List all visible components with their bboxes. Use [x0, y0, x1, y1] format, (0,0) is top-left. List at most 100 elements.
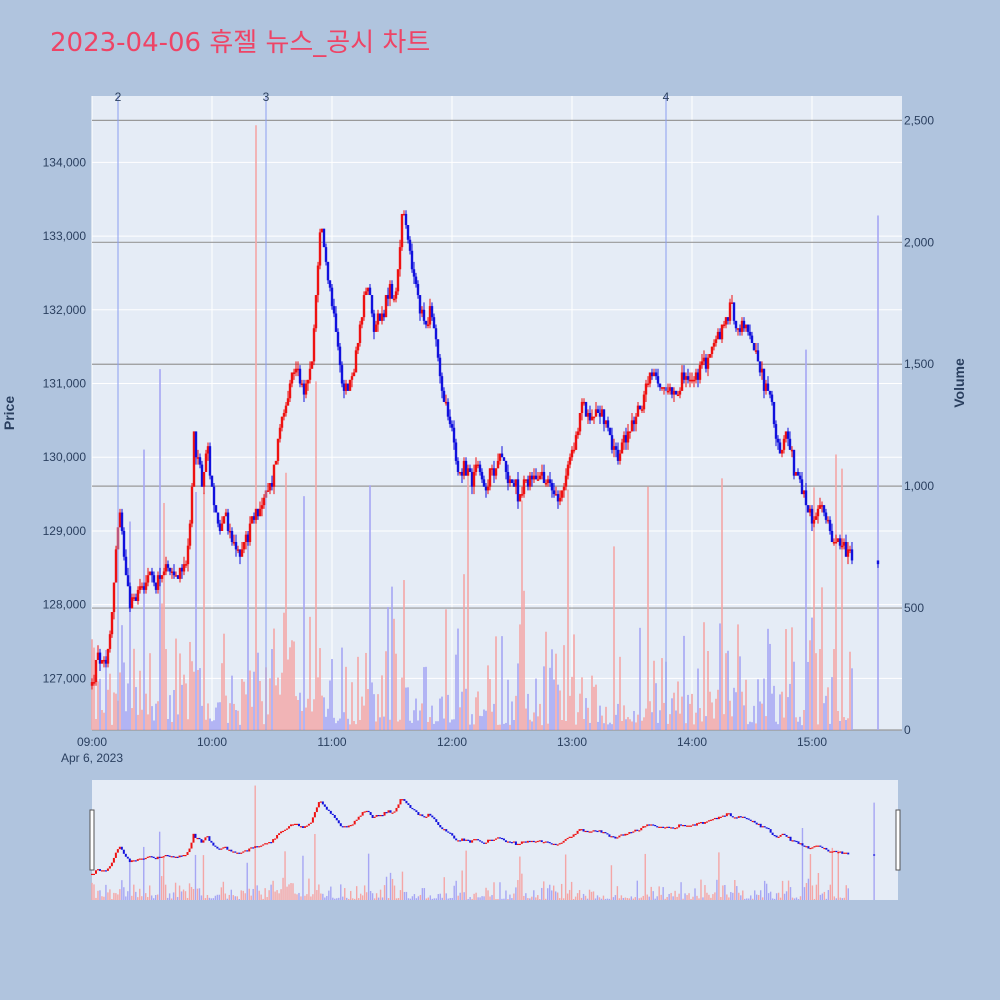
- candle-body: [360, 317, 364, 325]
- range-slider-candle: [783, 833, 786, 836]
- volume-bar: [419, 710, 421, 730]
- range-slider-volume-bar: [429, 895, 432, 900]
- volume-bar: [231, 675, 233, 730]
- range-slider-volume-bar: [143, 846, 145, 900]
- volume-bar: [849, 651, 851, 730]
- range-slider-volume-bar: [395, 898, 398, 900]
- volume-bar: [351, 682, 353, 730]
- volume-bar: [243, 681, 245, 730]
- candle-body: [838, 538, 842, 546]
- range-slider-volume-bar: [763, 880, 766, 900]
- volume-bar: [573, 634, 575, 730]
- candle-body: [576, 431, 580, 436]
- range-slider-volume-bar: [586, 898, 589, 900]
- candle-body: [232, 542, 236, 544]
- candle-body: [284, 405, 288, 413]
- range-slider-volume-bar: [192, 888, 195, 900]
- candle-body: [368, 287, 372, 296]
- candle-body: [604, 420, 608, 425]
- volume-bar: [521, 500, 523, 730]
- range-slider-volume-bar: [190, 886, 193, 900]
- range-slider-candle: [437, 822, 440, 825]
- range-slider-volume-bar: [182, 889, 185, 900]
- candle-body: [438, 357, 442, 377]
- range-slider-candle: [351, 824, 354, 826]
- range-slider-volume-bar: [453, 885, 455, 900]
- volume-bar: [315, 381, 317, 730]
- range-slider-candle: [236, 852, 239, 854]
- range-slider-candle: [379, 815, 382, 817]
- volume-bar: [347, 718, 349, 730]
- candle-body: [806, 505, 810, 513]
- candle-body: [348, 379, 352, 391]
- range-slider-candle: [417, 812, 420, 815]
- range-slider-volume-bar: [817, 873, 820, 900]
- volume-bar: [655, 683, 657, 730]
- range-slider-candle: [540, 840, 543, 843]
- price-tick-label: 131,000: [43, 377, 87, 391]
- range-slider-candle: [642, 826, 645, 828]
- candle-body: [248, 523, 252, 543]
- volume-bar: [751, 722, 753, 730]
- candle-body: [376, 313, 380, 325]
- range-slider-volume-bar: [439, 893, 441, 900]
- range-slider-candle: [383, 812, 386, 816]
- range-slider-volume-bar: [759, 890, 762, 900]
- volume-bar: [757, 679, 759, 730]
- range-slider-volume-bar: [553, 885, 555, 900]
- volume-bar: [841, 468, 843, 730]
- volume-bar: [279, 694, 281, 730]
- candle-body: [760, 368, 764, 373]
- candle-body: [396, 269, 400, 292]
- volume-bar: [173, 690, 175, 730]
- range-slider-left-handle[interactable]: [89, 809, 95, 871]
- candle-body: [262, 497, 266, 506]
- volume-bar: [375, 721, 377, 730]
- candle-body: [344, 383, 348, 391]
- range-slider-volume-bar: [334, 898, 336, 900]
- range-slider-candle: [622, 834, 625, 836]
- volume-bar: [677, 681, 679, 730]
- y2-axis-title: Volume: [951, 358, 967, 408]
- range-slider-volume-bar: [592, 891, 595, 900]
- candle-body: [504, 460, 508, 472]
- range-slider-candle: [516, 843, 519, 846]
- candle-body: [236, 549, 240, 551]
- candle-body: [768, 390, 772, 395]
- range-slider-volume-bar: [676, 896, 678, 900]
- candle-body: [728, 302, 732, 321]
- range-slider-candle: [692, 824, 695, 826]
- range-slider-volume-bar: [385, 876, 388, 900]
- range-slider-candle: [751, 820, 754, 823]
- range-slider-candle: [570, 836, 573, 838]
- range-slider-volume-bar: [296, 894, 298, 900]
- candle-body: [188, 523, 192, 546]
- range-slider-right-handle[interactable]: [895, 809, 901, 871]
- candle-body: [630, 420, 634, 432]
- range-slider-candle: [270, 842, 273, 844]
- range-slider-volume-bar: [461, 870, 463, 900]
- volume-bar: [421, 703, 423, 730]
- volume-bar: [717, 689, 719, 730]
- range-slider-candle: [192, 833, 195, 843]
- candle-body: [500, 453, 504, 458]
- range-slider-candle: [238, 852, 241, 854]
- candle-body: [460, 471, 464, 476]
- volume-bar: [701, 721, 703, 730]
- candle-body: [358, 324, 362, 343]
- candle-body: [716, 331, 720, 340]
- volume-bar: [509, 724, 511, 730]
- candle-body: [198, 457, 202, 465]
- volume-bar: [389, 719, 391, 730]
- range-slider-volume-bar: [123, 887, 125, 900]
- range-slider[interactable]: [89, 780, 901, 900]
- range-slider-volume-bar: [328, 890, 330, 900]
- range-slider-volume-bar: [471, 898, 473, 900]
- volume-bar: [657, 722, 659, 730]
- range-slider-candle: [489, 839, 492, 841]
- volume-bar: [311, 711, 313, 730]
- candle-body: [824, 512, 828, 520]
- volume-bar: [479, 715, 481, 730]
- range-slider-volume-bar: [375, 893, 378, 900]
